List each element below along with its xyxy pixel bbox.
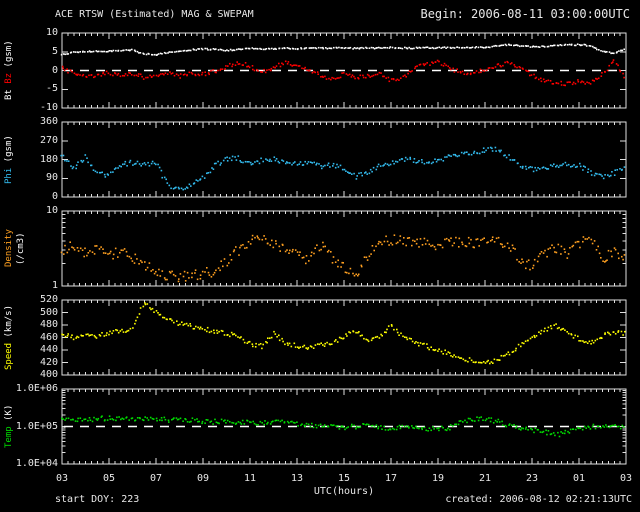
panel-axis-title-phi: Phi (gsm) [3, 122, 15, 197]
x-tick-label: 23 [525, 473, 539, 484]
axis-label-part: (gsm) [4, 40, 14, 74]
y-tick-label: 420 [39, 357, 58, 368]
y-tick-label: 1.0E+04 [15, 458, 58, 469]
axis-label-part: Bt [4, 84, 14, 101]
axis-label-part: (km/s) [4, 304, 14, 343]
x-tick-label: 09 [196, 473, 210, 484]
x-tick-label: 07 [149, 473, 163, 484]
x-tick-label: 03 [55, 473, 69, 484]
axis-label-part: (/cm3) [16, 232, 26, 265]
series-points-Bz [61, 59, 625, 87]
series-points-Speed [61, 302, 626, 365]
y-tick-label: 520 [39, 294, 58, 305]
y-tick-label: 440 [39, 344, 58, 355]
axis-label-part: Density [4, 229, 14, 268]
series-points-Phi [60, 146, 626, 191]
panel-phi [60, 121, 627, 198]
start-doy-label: start DOY: 223 [55, 494, 140, 505]
y-tick-label: 0 [51, 191, 58, 202]
panel-axis-title-speed: Speed (km/s) [3, 300, 15, 375]
y-tick-label: 480 [39, 319, 58, 330]
y-tick-label: -5 [45, 83, 58, 94]
created-timestamp: created: 2006-08-12 02:21:13UTC [445, 494, 632, 505]
x-tick-label: 13 [290, 473, 304, 484]
y-tick-label: 90 [45, 172, 58, 183]
y-tick-label: 360 [39, 116, 58, 127]
y-tick-label: 5 [51, 46, 58, 57]
chart-title: ACE RTSW (Estimated) MAG & SWEPAM [55, 9, 254, 20]
y-tick-label: 10 [45, 205, 58, 216]
begin-timestamp: Begin: 2006-08-11 03:00:00UTC [420, 7, 630, 21]
axis-label-part: (K) [4, 404, 14, 427]
panel-axis-title-temp: Temp (K) [3, 389, 15, 464]
y-tick-label: 1.0E+05 [15, 421, 58, 432]
y-tick-label: 10 [45, 27, 58, 38]
x-tick-label: 03 [619, 473, 633, 484]
panel-density [60, 210, 627, 287]
y-tick-label: 1 [51, 280, 58, 291]
y-tick-label: 400 [39, 369, 58, 380]
x-tick-label: 11 [243, 473, 257, 484]
x-tick-label: 01 [572, 473, 586, 484]
x-tick-label: 05 [102, 473, 116, 484]
x-tick-label: 17 [384, 473, 398, 484]
x-tick-label: 21 [478, 473, 492, 484]
panel-speed [61, 299, 627, 376]
y-tick-label: 0 [51, 65, 58, 76]
axis-label-part: (gsm) [4, 135, 14, 168]
panel-axis-title-density: Density (/cm3) [3, 211, 27, 286]
axis-label-part: Temp [4, 426, 14, 449]
series-points-Density [60, 234, 626, 283]
series-points-Temp [61, 415, 625, 438]
panel-axis-title-mag: Bt Bz (gsm) [3, 33, 15, 108]
panel-temp [61, 388, 627, 465]
y-tick-label: -10 [39, 102, 58, 113]
series-points-Bt [60, 43, 625, 56]
x-tick-label: 19 [431, 473, 445, 484]
y-tick-label: 270 [39, 135, 58, 146]
y-tick-label: 460 [39, 332, 58, 343]
y-tick-label: 1.0E+06 [15, 383, 58, 394]
y-tick-label: 180 [39, 154, 58, 165]
x-tick-label: 15 [337, 473, 351, 484]
panel-mag [60, 32, 627, 109]
axis-label-part: Phi [4, 167, 14, 184]
axis-label-part: Speed [4, 342, 14, 371]
axis-label-part: Bz [4, 73, 14, 85]
y-tick-label: 500 [39, 307, 58, 318]
x-axis-title: UTC(hours) [313, 486, 375, 497]
